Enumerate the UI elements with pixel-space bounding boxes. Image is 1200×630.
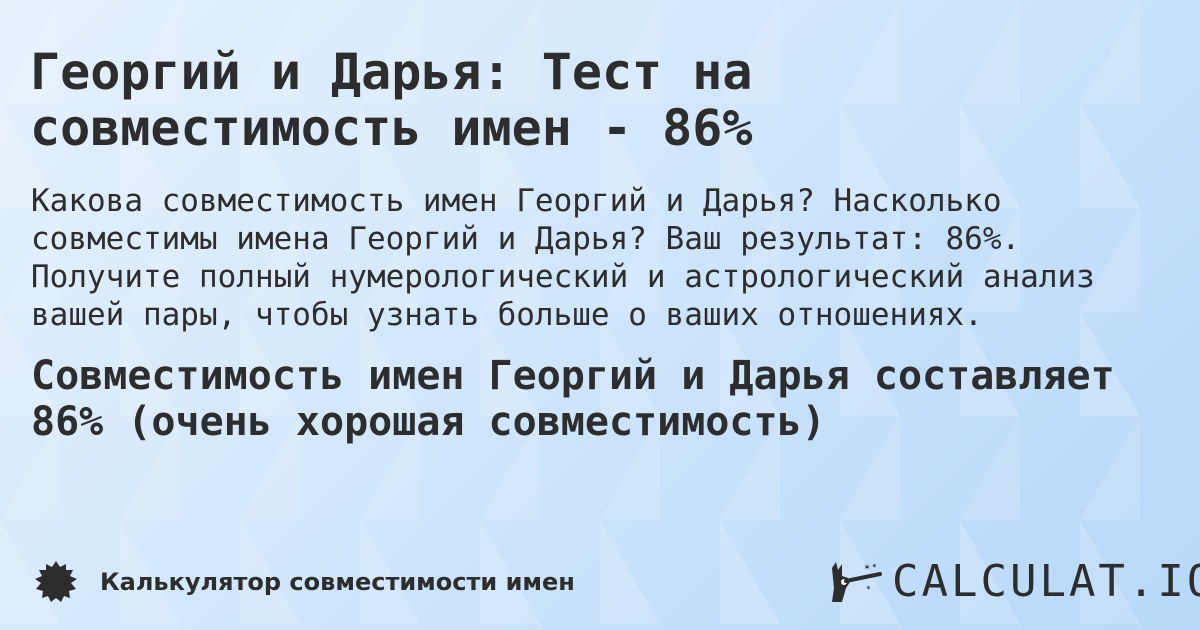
footer-label: Калькулятор совместимости имен: [100, 568, 575, 596]
badge-icon: [35, 561, 77, 602]
calculat-logo[interactable]: ✶ ✶ ✶ CALCULAT.IO: [828, 556, 1200, 607]
page-title: Георгий и Дарья: Тест на совместимость и…: [30, 43, 753, 157]
description: Какова совместимость имен Георгий и Дарь…: [31, 183, 1095, 333]
svg-text:✶: ✶: [864, 562, 870, 573]
logo-text: CALCULAT.IO: [892, 556, 1200, 607]
magic-hand-icon: ✶ ✶ ✶: [832, 561, 882, 602]
svg-text:✶: ✶: [866, 583, 871, 592]
footer-category: Калькулятор совместимости имен: [34, 560, 575, 604]
result-heading: Совместимость имен Георгий и Дарья соста…: [31, 353, 1115, 445]
svg-text:✶: ✶: [872, 561, 877, 570]
